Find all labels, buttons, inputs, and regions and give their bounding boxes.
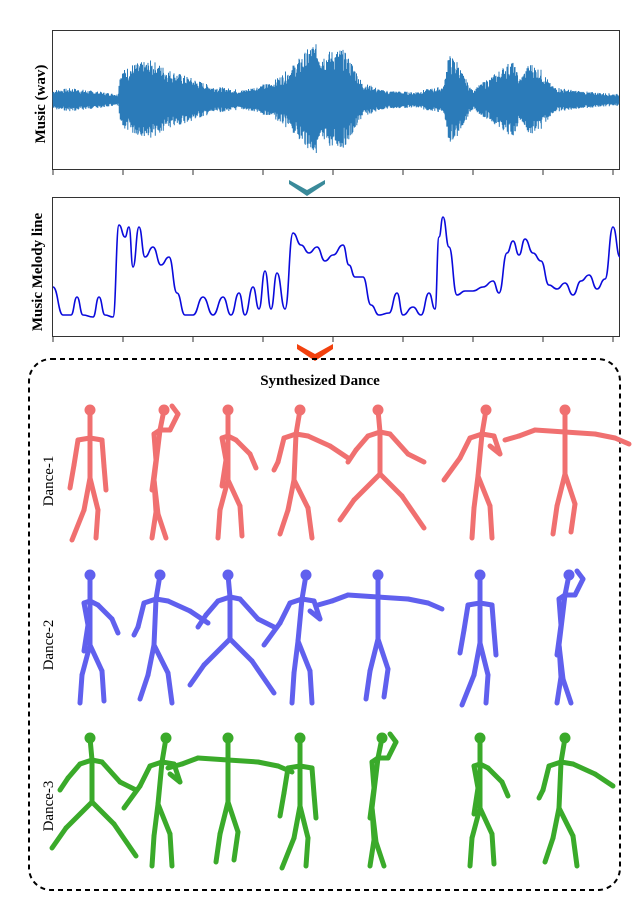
dance-figure-r3-c5 [367,731,399,869]
dance-figure-r1-c1 [67,404,109,543]
dance-figure-r2-c1 [77,569,121,706]
dance-figure-r3-c7 [536,732,616,869]
arrow-down-icon [289,180,325,196]
dance-figure-r1-c4 [271,404,351,541]
dance-figure-r1-c6 [441,404,503,541]
dance-figure-r3-c2 [121,732,183,869]
dance-figure-r2-c3 [187,569,277,696]
dance-figure-r1-c7 [502,404,632,537]
melody-plot [52,197,620,342]
dance-figure-r2-c6 [457,569,499,708]
dance-panel-title: Synthesized Dance [260,373,380,389]
dance-figure-r1-c3 [215,404,259,541]
melody-series [52,216,620,318]
dance-figure-r1-c5 [337,404,427,531]
arrow-down-icon-2 [297,344,333,361]
waveform-plot [52,30,620,175]
dance-figure-r2-c7 [554,568,586,706]
dance-figure-r3-c3 [165,732,295,865]
dance-figure-r3-c6 [467,732,511,869]
dance-figure-r2-c4 [261,569,323,706]
dance-figure-r3-c1 [49,732,139,859]
dance-figure-r1-c2 [149,403,181,541]
dance-figure-r2-c2 [131,569,211,706]
dance-figure-r2-c5 [315,569,445,702]
dance-figure-r3-c4 [277,732,319,871]
